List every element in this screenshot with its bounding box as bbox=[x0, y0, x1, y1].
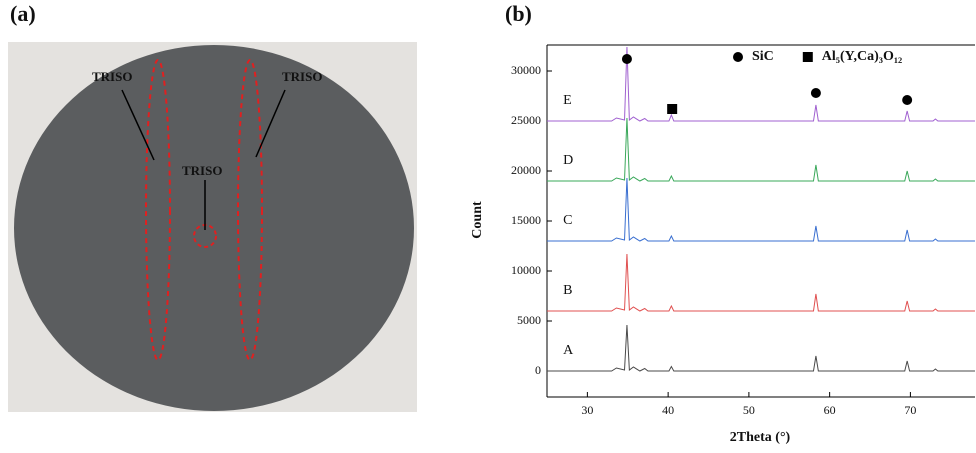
series-label: D bbox=[563, 153, 573, 168]
y-tick-label: 15000 bbox=[511, 213, 541, 227]
dashed-ellipse bbox=[237, 59, 263, 361]
x-tick-label: 60 bbox=[824, 403, 836, 417]
photo: TRISO TRISO TRISO bbox=[8, 42, 417, 412]
x-tick-label: 30 bbox=[581, 403, 593, 417]
y-tick-label: 5000 bbox=[517, 313, 541, 327]
series-line bbox=[547, 324, 975, 372]
series-label: E bbox=[563, 93, 572, 108]
y-axis-label: Count bbox=[470, 201, 485, 239]
series-line bbox=[547, 117, 975, 182]
series-label: A bbox=[563, 343, 574, 358]
disk bbox=[14, 45, 414, 411]
legend-symbol bbox=[733, 52, 743, 62]
arrow bbox=[121, 89, 155, 161]
arrow bbox=[255, 89, 286, 158]
dashed-ellipse bbox=[145, 59, 171, 361]
y-tick-label: 30000 bbox=[511, 63, 541, 77]
x-tick-label: 70 bbox=[904, 403, 916, 417]
phase-marker bbox=[902, 95, 913, 105]
series-line bbox=[547, 46, 975, 122]
photo-label: TRISO bbox=[92, 69, 132, 84]
panel-label: (a) bbox=[10, 1, 36, 26]
series-label: B bbox=[563, 283, 572, 298]
panel-label: (b) bbox=[505, 1, 532, 26]
legend-label: Al₅(Y,Ca)₃O₁₂ bbox=[822, 49, 902, 64]
phase-marker bbox=[621, 54, 632, 64]
series-line bbox=[547, 253, 975, 312]
x-tick-label: 40 bbox=[662, 403, 674, 417]
x-tick-label: 50 bbox=[743, 403, 755, 417]
phase-marker bbox=[810, 88, 821, 98]
phase-marker bbox=[667, 104, 678, 114]
x-axis-label: 2Theta (°) bbox=[730, 430, 791, 445]
y-tick-label: 0 bbox=[535, 363, 541, 377]
series-line bbox=[547, 177, 975, 242]
series-label: C bbox=[563, 213, 572, 228]
legend-label: SiC bbox=[752, 49, 774, 64]
y-tick-label: 20000 bbox=[511, 163, 541, 177]
photo-label: TRISO bbox=[282, 69, 322, 84]
legend-symbol bbox=[802, 52, 813, 62]
y-tick-label: 10000 bbox=[511, 263, 541, 277]
photo-label: TRISO bbox=[182, 163, 222, 178]
y-tick-label: 25000 bbox=[511, 113, 541, 127]
